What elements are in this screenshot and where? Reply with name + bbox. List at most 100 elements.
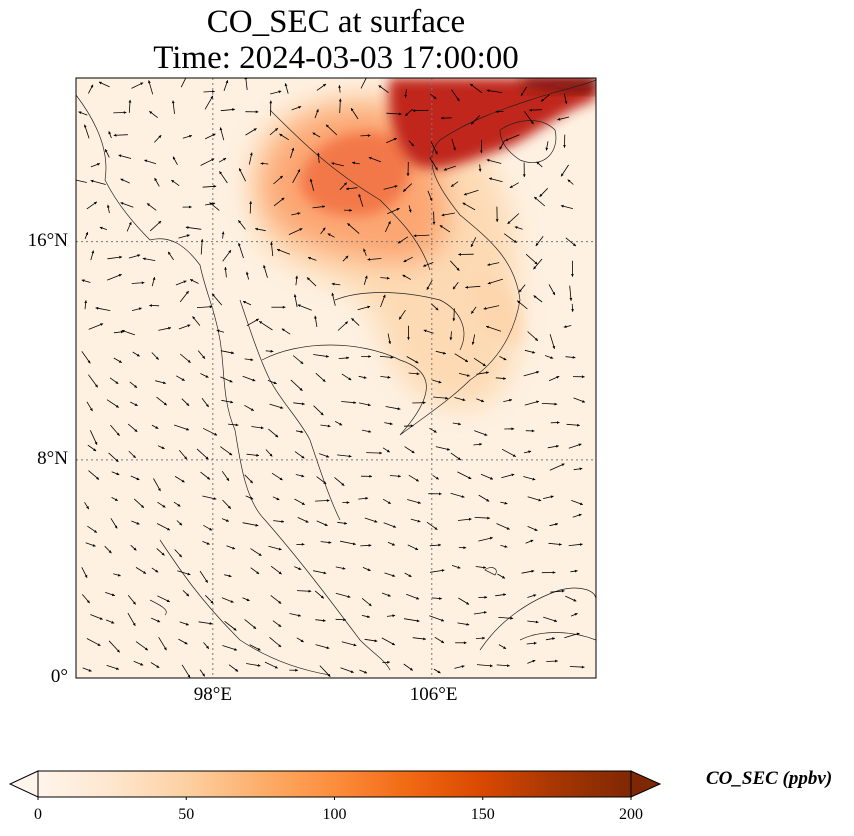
wind-vector-head [578,513,582,517]
wind-vector-head [483,307,487,310]
wind-vector-head [463,641,467,645]
wind-vector-head [224,267,227,270]
wind-vector-head [81,279,85,283]
colorbar-min-extend [8,770,39,798]
wind-vector-head [132,622,136,626]
wind-vector-head [555,522,558,526]
wind-vector-head [209,527,213,531]
wind-vector-head [152,277,156,280]
wind-vector-head [314,315,317,319]
wind-vector-head [533,266,537,270]
wind-vector-head [145,647,148,651]
wind-vector-head [322,205,325,209]
wind-vector-head [563,325,567,328]
wind-vector-head [437,670,441,674]
wind-vector-head [257,647,261,651]
wind-vector-head [205,579,208,583]
wind-vector-head [115,404,119,408]
wind-vector-head [345,321,348,325]
wind-vector-head [574,613,578,616]
wind-vector-head [95,306,99,310]
wind-vector-head [534,528,538,531]
wind-vector-head [181,479,185,483]
wind-vector-head [409,667,413,671]
wind-vector-head [249,201,253,204]
wind-vector-head [246,598,250,602]
wind-vector-head [432,221,436,225]
wind-vector-head [99,226,103,230]
wind-vector-head [185,622,189,626]
wind-vector-head [225,80,229,84]
wind-vector-head [187,359,191,363]
wind-vector-head [137,254,141,257]
wind-vector-head [284,83,288,87]
wind-vector-head [461,495,465,498]
wind-vector-head [374,519,378,523]
wind-vector-head [533,641,537,645]
wind-vector-head [503,357,507,361]
wind-vector-head [252,378,256,382]
wind-vector-head [578,443,582,447]
wind-vector-head [470,244,474,247]
wind-vector-head [202,673,205,677]
wind-vector-head [502,575,505,579]
wind-vector-head [352,161,355,165]
wind-vector-head [388,221,391,225]
wind-vector-head [134,385,137,388]
wind-vector-head [572,243,576,247]
wind-vector-head [507,221,511,224]
wind-vector-head [422,401,426,405]
wind-vector-head [84,124,87,128]
wind-vector-head [293,294,297,298]
wind-vector-head [465,359,468,362]
wind-vector-head [276,497,280,501]
lon-tick-label-106: 106°E [409,684,458,705]
wind-vector-head [405,113,409,116]
wind-vector-head [499,146,503,150]
wind-vector [549,463,565,471]
wind-vector-head [108,131,112,135]
wind-vector-head [253,128,257,131]
wind-vector-head [163,402,167,406]
wind-vector-head [134,403,138,406]
wind-vector-head [320,412,324,416]
wind-vector-head [369,474,372,478]
wind-vector-head [163,647,167,651]
wind-vector-head [111,593,115,597]
wind-vector-head [429,197,433,201]
wind-vector [258,320,273,331]
wind-vector-head [278,600,282,604]
wind-vector-head [269,453,273,457]
wind-vector-head [263,265,266,268]
wind-vector-head [228,250,231,254]
wind-vector-head [392,574,396,577]
wind-vector-head [132,455,136,458]
wind-vector-head [539,193,543,197]
wind-vector-head [560,204,564,208]
concentration-plume [248,78,596,408]
wind-vector-head [118,274,122,277]
wind-vector-head [344,521,347,525]
wind-vector-head [461,665,465,668]
wind-vector-head [323,84,326,87]
wind-vector-head [238,220,242,224]
wind-vector-head [458,422,461,426]
wind-vector-head [462,202,466,206]
wind-vector-head [231,351,234,355]
wind-vector-head [166,599,170,602]
wind-vector-head [229,379,233,383]
wind-vector-head [505,138,509,141]
wind-vector-head [411,450,415,453]
wind-vector-head [281,328,285,332]
wind-vector-head [415,360,419,364]
wind-vector-head [143,571,146,574]
wind-vector-head [209,202,213,206]
wind-vector-head [563,145,566,148]
wind-vector-head [219,171,223,175]
wind-vector-head [216,329,220,333]
wind-vector-head [253,626,257,629]
wind-vector-head [118,154,122,158]
coastlines-and-borders [76,79,596,676]
wind-vector-head [158,221,162,224]
wind-vector-head [100,323,104,326]
